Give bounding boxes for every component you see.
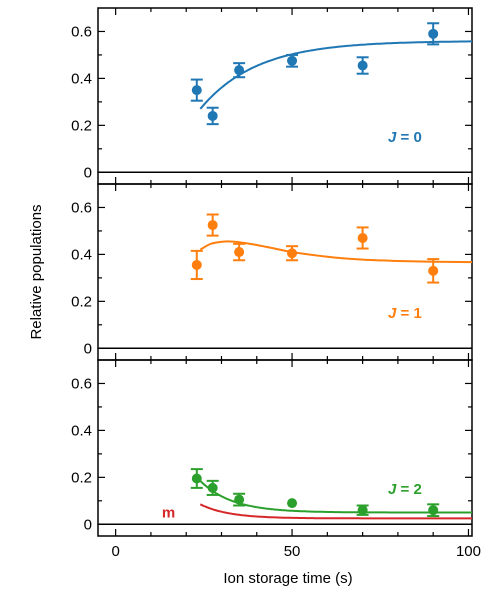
data-point <box>428 505 439 516</box>
y-tick-label: 0.4 <box>71 70 92 87</box>
panel-label: J = 0 <box>388 129 422 146</box>
data-point <box>357 60 368 71</box>
y-tick-label: 0.6 <box>71 375 92 392</box>
fit-curve <box>199 40 472 110</box>
data-point <box>234 65 245 76</box>
panel-frame <box>97 7 473 185</box>
y-tick-label: 0.2 <box>71 469 92 486</box>
data-point <box>287 55 298 66</box>
m-fit-curve <box>199 503 472 520</box>
panel-label: J = 1 <box>388 305 422 322</box>
y-tick-label: 0.4 <box>71 422 92 439</box>
panel-label: J = 2 <box>388 481 422 498</box>
data-point <box>207 110 218 121</box>
data-point <box>191 473 202 484</box>
data-point <box>191 259 202 270</box>
m-label: m <box>162 505 175 522</box>
data-point <box>357 232 368 243</box>
data-point <box>191 85 202 96</box>
y-tick-label: 0.2 <box>71 293 92 310</box>
y-tick-label: 0 <box>84 340 92 357</box>
y-tick-label: 0.2 <box>71 117 92 134</box>
data-point <box>287 498 298 509</box>
data-point <box>287 248 298 259</box>
data-point <box>428 265 439 276</box>
data-point <box>234 494 245 505</box>
x-tick-label: 100 <box>456 543 481 560</box>
panel-frame <box>97 183 473 361</box>
fit-curve <box>199 480 472 514</box>
panel-label-letter: J <box>388 305 397 322</box>
x-tick-label: 0 <box>111 543 119 560</box>
panel-1: 0 0.2 0.4 0.6 J = 1 <box>71 183 473 361</box>
panel-2: 0 0.2 0.4 0.6 m J = 2 <box>71 359 473 537</box>
y-axis-title: Relative populations <box>28 204 45 339</box>
data-point <box>234 247 245 258</box>
panel-label-value: = 2 <box>396 481 421 498</box>
x-axis-title: Ion storage time (s) <box>223 570 352 587</box>
panel-label-value: = 0 <box>396 129 421 146</box>
y-tick-label: 0 <box>84 164 92 181</box>
y-tick-label: 0 <box>84 516 92 533</box>
data-point <box>428 28 439 39</box>
data-point <box>207 220 218 231</box>
y-tick-label: 0.6 <box>71 23 92 40</box>
fit-curve <box>199 240 473 264</box>
x-tick-label: 50 <box>284 543 301 560</box>
panel-label-value: = 1 <box>396 305 421 322</box>
y-tick-label: 0.6 <box>71 199 92 216</box>
panel-frame <box>97 359 473 537</box>
panel-label-letter: J <box>388 481 397 498</box>
y-tick-label: 0.4 <box>71 246 92 263</box>
panel-label-letter: J <box>388 129 397 146</box>
data-point <box>207 482 218 493</box>
data-point <box>357 505 368 516</box>
panel-0: 0 0.2 0.4 0.6 J = 0 <box>71 7 473 185</box>
panels-group: 0 0.2 0.4 0.6 J = 0 0 0.2 0.4 0.6 J = 1 0 0.2 0.4 0.6… <box>71 7 481 560</box>
